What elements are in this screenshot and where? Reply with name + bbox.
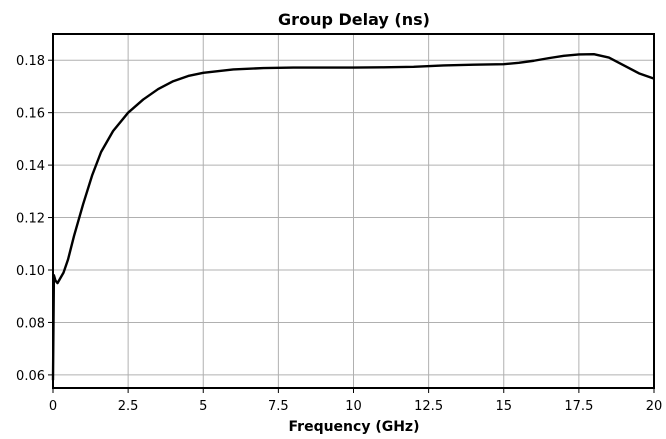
x-tick-label: 5 xyxy=(199,399,207,414)
x-tick-label: 17.5 xyxy=(564,399,593,414)
chart-title: Group Delay (ns) xyxy=(278,10,430,29)
x-tick-label: 10 xyxy=(345,399,362,414)
x-tick-label: 7.5 xyxy=(268,399,289,414)
y-tick-label: 0.18 xyxy=(16,54,45,69)
series-line xyxy=(51,52,655,381)
y-tick-label: 0.06 xyxy=(16,369,45,384)
x-axis-title: Frequency (GHz) xyxy=(289,419,420,435)
y-tick-label: 0.14 xyxy=(16,159,45,174)
grid xyxy=(52,34,655,388)
y-tick-label: 0.12 xyxy=(16,212,45,227)
x-tick-label: 2.5 xyxy=(118,399,139,414)
y-tick-label: 0.16 xyxy=(16,107,45,122)
x-tick-label: 12.5 xyxy=(414,399,443,414)
y-axis-ticks: 0.06 0.08 0.10 0.12 0.14 0.16 0.18 xyxy=(16,54,53,384)
x-tick-label: 0 xyxy=(49,399,57,414)
x-tick-label: 15 xyxy=(495,399,512,414)
y-tick-label: 0.08 xyxy=(16,316,45,331)
y-tick-label: 0.10 xyxy=(16,264,45,279)
x-tick-label: 20 xyxy=(646,399,663,414)
x-axis-ticks: 0 2.5 5 7.5 10 12.5 15 17.5 20 xyxy=(49,388,662,414)
plot-frame xyxy=(52,33,655,389)
